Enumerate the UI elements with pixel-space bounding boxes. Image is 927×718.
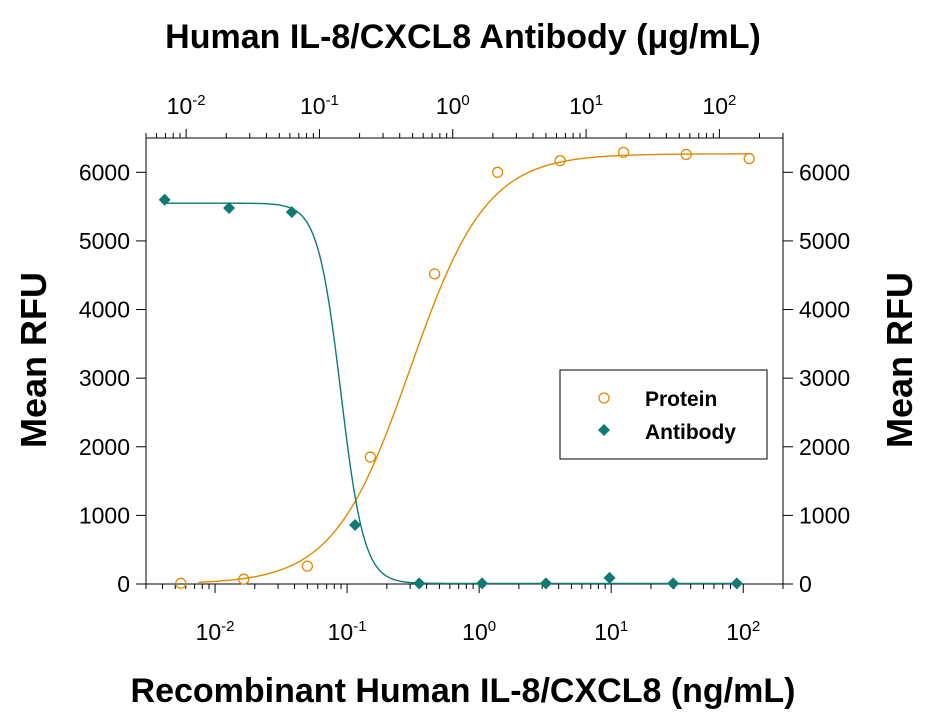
antibody-point	[413, 577, 426, 590]
antibody-point	[603, 571, 616, 584]
legend-label-protein: Protein	[645, 388, 717, 411]
bottom-axis-tick-label: 100	[462, 618, 496, 645]
left-axis-tick-label: 3000	[79, 365, 130, 391]
antibody-point	[667, 577, 680, 590]
protein-point	[554, 154, 566, 167]
bottom-axis-tick-label: 102	[726, 618, 760, 645]
legend: Protein Antibody	[559, 369, 768, 460]
right-axis-tick-label: 4000	[799, 297, 850, 323]
antibody-point	[285, 206, 298, 219]
antibody-point	[223, 201, 236, 214]
protein-point	[491, 166, 504, 178]
bottom-axis-tick-label: 10-1	[328, 618, 367, 645]
right-axis-tick-label: 6000	[799, 159, 850, 185]
protein-point	[680, 148, 692, 161]
left-y-axis: 0 1000 2000 3000 4000 5000 6000	[79, 159, 146, 597]
protein-fit-curve	[198, 153, 750, 584]
protein-point	[428, 268, 441, 280]
bottom-x-axis: 10-2 10-1 100 101 102	[145, 584, 784, 645]
x-axis-title: Recombinant Human IL-8/CXCL8 (ng/mL)	[131, 672, 796, 710]
antibody-point	[476, 577, 489, 590]
protein-point	[743, 152, 755, 165]
top-axis-tick-label: 100	[436, 92, 470, 119]
top-x-axis: 10-2 10-1 100 101 102	[145, 92, 784, 138]
bottom-axis-tick-label: 101	[594, 618, 628, 645]
protein-point	[175, 577, 187, 589]
left-axis-tick-label: 2000	[79, 434, 130, 460]
protein-point	[238, 573, 250, 585]
plot-frame	[145, 137, 784, 585]
left-axis-tick-label: 6000	[79, 159, 130, 185]
top-axis-tick-label: 101	[569, 92, 603, 119]
left-axis-tick-label: 5000	[79, 228, 130, 254]
antibody-point	[349, 518, 362, 531]
legend-marker-protein	[598, 392, 610, 404]
protein-point	[364, 451, 377, 463]
fit-curves	[164, 153, 750, 585]
antibody-fit-curve	[164, 202, 737, 585]
antibody-point	[539, 577, 552, 590]
left-axis-tick-label: 1000	[79, 502, 130, 528]
antibody-point	[158, 193, 171, 206]
chart-title: Human IL-8/CXCL8 Antibody (μg/mL)	[165, 18, 761, 56]
protein-point	[301, 560, 313, 572]
y-axis-title-left: Mean RFU	[13, 272, 54, 448]
top-axis-tick-label: 10-1	[300, 92, 339, 119]
y-axis-title-right: Mean RFU	[879, 272, 920, 448]
left-axis-tick-label: 0	[117, 571, 130, 597]
right-axis-tick-label: 1000	[799, 502, 850, 528]
top-axis-tick-label: 10-2	[167, 92, 206, 119]
right-axis-tick-label: 5000	[799, 228, 850, 254]
left-axis-tick-label: 4000	[79, 297, 130, 323]
protein-point	[617, 146, 630, 159]
data-points	[158, 146, 755, 590]
right-axis-tick-label: 3000	[799, 365, 850, 391]
right-axis-tick-label: 2000	[799, 434, 850, 460]
bottom-axis-tick-label: 10-2	[196, 618, 235, 645]
legend-marker-antibody	[598, 424, 610, 436]
legend-label-antibody: Antibody	[645, 421, 736, 444]
right-y-axis: 0 1000 2000 3000 4000 5000 6000	[783, 159, 850, 597]
legend-box	[559, 369, 768, 460]
antibody-point	[730, 577, 743, 590]
top-axis-tick-label: 102	[702, 92, 736, 119]
right-axis-tick-label: 0	[799, 571, 812, 597]
